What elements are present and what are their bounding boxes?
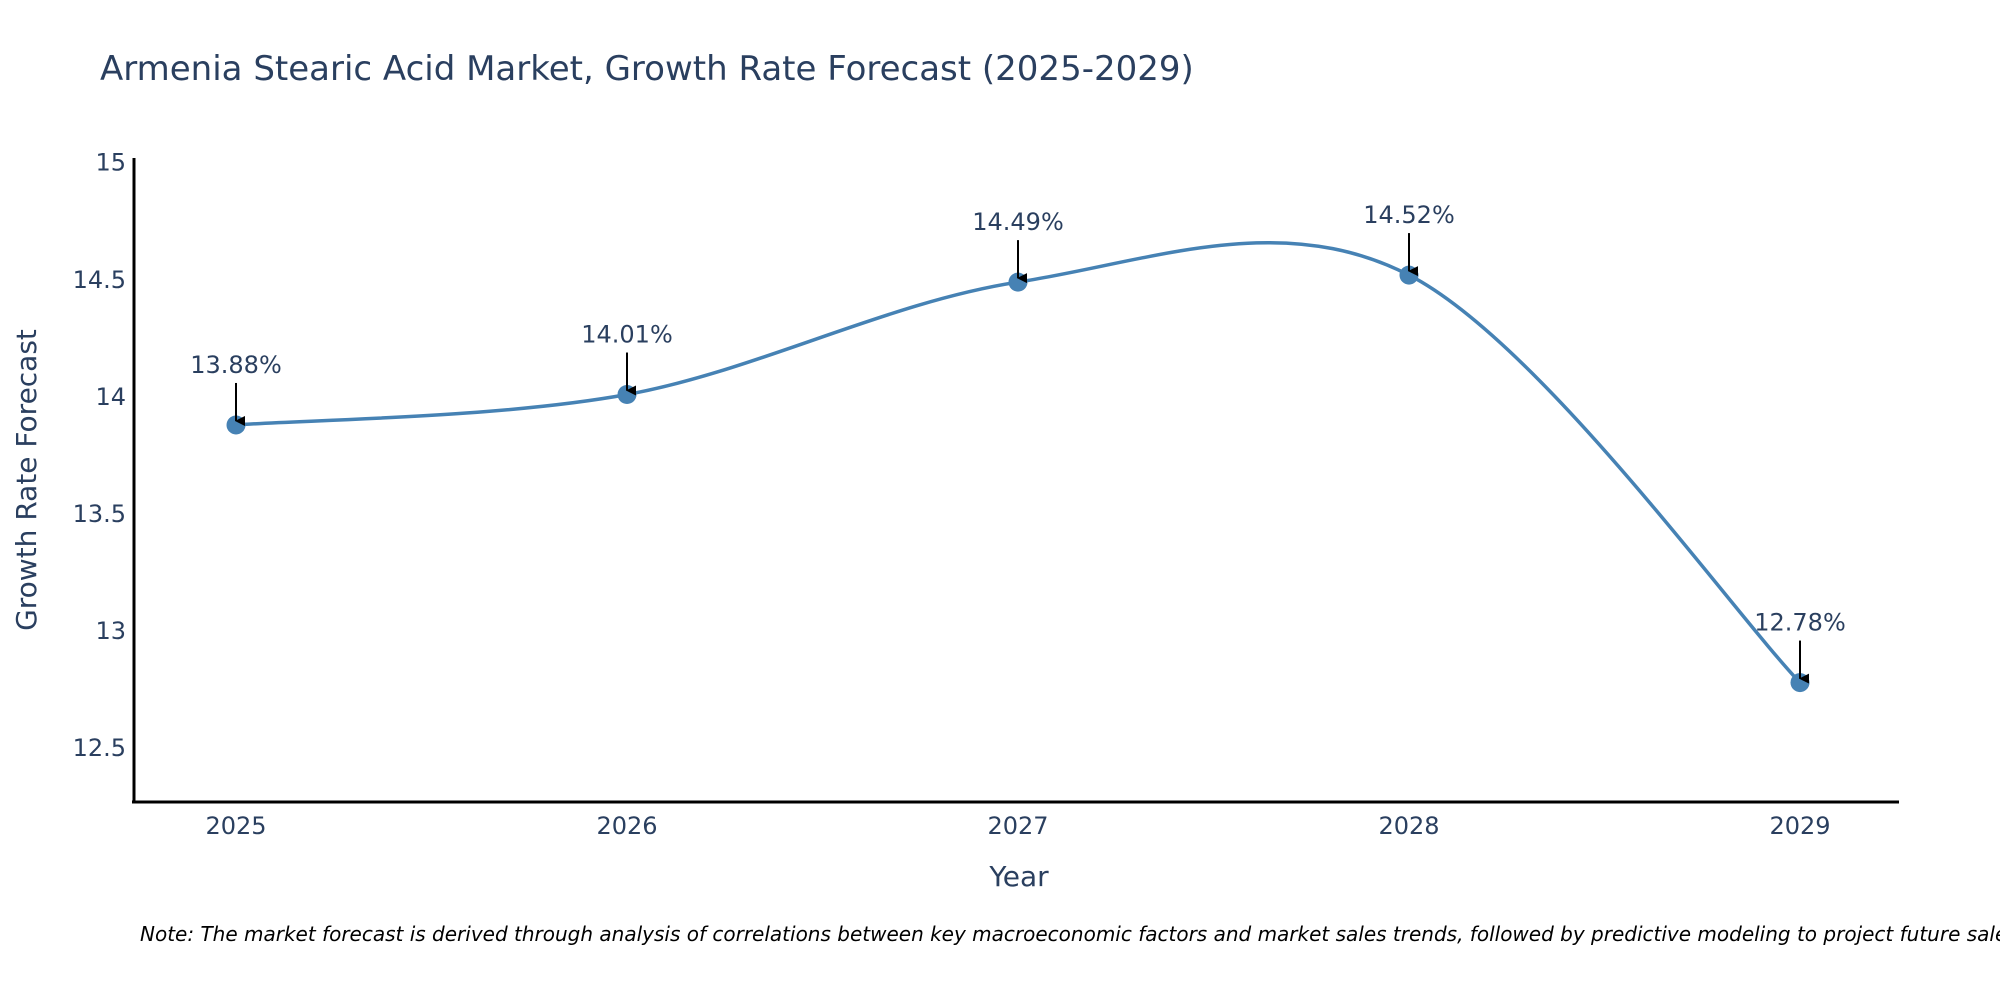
y-tick-label: 14.5 <box>73 266 126 294</box>
data-label: 14.49% <box>972 208 1064 236</box>
x-tick-label: 2029 <box>1769 812 1830 840</box>
y-tick-label: 15 <box>95 149 126 177</box>
x-tick-label: 2026 <box>596 812 657 840</box>
x-axis-title: Year <box>988 860 1049 893</box>
x-tick-label: 2028 <box>1378 812 1439 840</box>
y-tick-label: 12.5 <box>73 734 126 762</box>
chart-title: Armenia Stearic Acid Market, Growth Rate… <box>100 49 1194 89</box>
series-line <box>235 241 1802 684</box>
data-markers <box>226 265 1810 693</box>
data-label: 14.01% <box>581 321 673 349</box>
data-annotations: 13.88% 14.01% 14.49% 14.52% 12.78% <box>190 201 1846 684</box>
y-tick-label: 13.5 <box>73 500 126 528</box>
y-axis-ticks: 12.5 13 13.5 14 14.5 15 <box>73 149 126 762</box>
data-label: 12.78% <box>1754 609 1846 637</box>
footnote: Note: The market forecast is derived thr… <box>140 922 2000 946</box>
data-label: 14.52% <box>1363 201 1455 229</box>
x-tick-label: 2025 <box>205 812 266 840</box>
x-axis-ticks: 2025 2026 2027 2028 2029 <box>205 812 1830 840</box>
x-tick-label: 2027 <box>987 812 1048 840</box>
data-label: 13.88% <box>190 351 282 379</box>
y-tick-label: 13 <box>95 617 126 645</box>
y-tick-label: 14 <box>95 383 126 411</box>
y-axis-title: Growth Rate Forecast <box>10 329 43 631</box>
